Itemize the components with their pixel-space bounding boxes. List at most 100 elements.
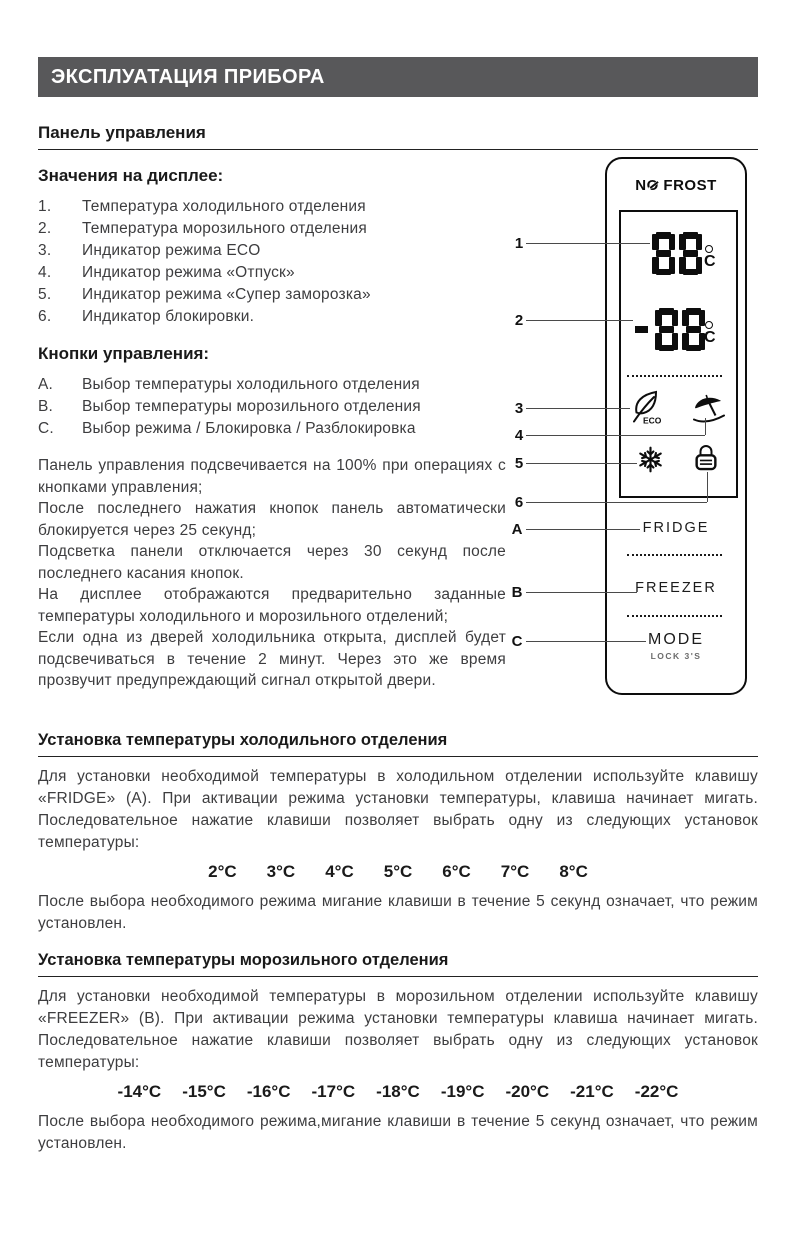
list-text: Выбор температуры холодильного отделения: [82, 376, 420, 393]
temp-option: 6°C: [442, 862, 471, 881]
list-marker: B.: [38, 398, 54, 415]
chapter-header-bar: ЭКСПЛУАТАЦИЯ ПРИБОРА: [38, 57, 758, 97]
display-values-heading: Значения на дисплее:: [38, 166, 224, 185]
callout-3: 3: [514, 400, 524, 417]
fridge-button-label: FRIDGE: [642, 520, 710, 536]
degree-ring: [705, 245, 713, 253]
callout-c: C: [511, 633, 523, 650]
super-freeze-snowflake-icon: [637, 446, 664, 478]
list-item: 1. Температура холодильного отделения: [38, 196, 506, 218]
lock-icon: [695, 443, 717, 477]
button-dotted-divider: [627, 554, 722, 556]
degree-celsius-symbol: C: [704, 245, 716, 270]
temp-option: 2°C: [208, 862, 237, 881]
temp-option: -22°C: [634, 1082, 679, 1101]
fridge-temperature-display: [652, 232, 702, 275]
list-item: C. Выбор режима / Блокировка / Разблокир…: [38, 418, 506, 440]
button-dotted-divider: [627, 615, 722, 617]
callout-line: [526, 502, 707, 503]
celsius-letter: C: [704, 253, 716, 270]
freezer-temperature-display: [635, 308, 705, 351]
display-dotted-divider: [627, 375, 722, 377]
callout-a: A: [511, 521, 523, 538]
chapter-title: ЭКСПЛУАТАЦИЯ ПРИБОРА: [51, 65, 325, 88]
panel-section-title: Панель управления: [38, 123, 758, 150]
callout-line: [526, 463, 637, 464]
callout-line-riser: [705, 418, 706, 435]
paragraph: Если одна из дверей холодильника открыта…: [38, 629, 506, 689]
paragraph: Панель управления подсвечивается на 100%…: [38, 457, 506, 496]
fridge-temp-section: Установка температуры холодильного отдел…: [38, 731, 758, 935]
vacation-umbrella-icon: [692, 394, 726, 429]
freezer-temp-section: Установка температуры морозильного отдел…: [38, 951, 758, 1155]
eco-label: ECO: [643, 416, 662, 425]
panel-paragraphs: Панель управления подсвечивается на 100%…: [38, 455, 506, 692]
fridge-section-title: Установка температуры холодильного отдел…: [38, 731, 758, 757]
callout-line: [526, 408, 630, 409]
control-buttons-heading: Кнопки управления:: [38, 344, 210, 363]
temp-option: -15°C: [182, 1082, 226, 1101]
freezer-section-title: Установка температуры морозильного отдел…: [38, 951, 758, 977]
callout-line-riser: [707, 472, 708, 502]
list-item: 2. Температура морозильного отделения: [38, 218, 506, 240]
mode-lock-sublabel: LOCK 3'S: [650, 651, 702, 661]
temp-option: -21°C: [570, 1082, 614, 1101]
page-content: ЭКСПЛУАТАЦИЯ ПРИБОРА Панель управления З…: [0, 57, 794, 1195]
brand-letter-slashed-o: O: [646, 177, 659, 194]
brand-letter: N: [635, 177, 647, 194]
temp-option: 3°C: [266, 862, 296, 881]
callout-b: B: [511, 584, 523, 601]
list-item: 5. Индикатор режима «Супер заморозка»: [38, 284, 506, 306]
temp-option: 4°C: [325, 862, 354, 881]
list-marker: 6.: [38, 308, 52, 325]
paragraph: На дисплее отображаются предварительно з…: [38, 586, 506, 625]
paragraph: После последнего нажатия кнопок панель а…: [38, 500, 506, 539]
list-text: Индикатор режима «Супер заморозка»: [82, 286, 371, 303]
paragraph: Подсветка панели отключается через 30 се…: [38, 543, 506, 582]
temp-option: 5°C: [383, 862, 413, 881]
celsius-letter: C: [704, 329, 716, 346]
callout-line: [526, 529, 640, 530]
list-marker: 1.: [38, 198, 52, 215]
freezer-section-outro: После выбора необходимого режима,мигание…: [38, 1113, 758, 1152]
list-item: 3. Индикатор режима ECO: [38, 240, 506, 262]
freezer-section-intro: Для установки необходимой температуры в …: [38, 988, 758, 1071]
list-text: Выбор температуры морозильного отделения: [82, 398, 421, 415]
degree-celsius-symbol: C: [704, 321, 716, 346]
callout-6: 6: [514, 494, 524, 511]
callout-4: 4: [514, 427, 524, 444]
manual-page: { "header": { "title": "ЭКСПЛУАТАЦИЯ ПРИ…: [0, 57, 794, 1247]
control-panel-diagram: NO FROST C C ECO: [506, 150, 758, 715]
mode-button-label: MODE: [648, 631, 704, 648]
temp-option: -20°C: [505, 1082, 550, 1101]
panel-text-column: Значения на дисплее: 1. Температура холо…: [38, 150, 506, 715]
list-item: 6. Индикатор блокировки.: [38, 306, 506, 328]
temp-option: -18°C: [376, 1082, 420, 1101]
callout-line: [526, 243, 650, 244]
lcd-display-area: [619, 210, 738, 498]
list-marker: 2.: [38, 220, 52, 237]
list-marker: C.: [38, 420, 54, 437]
callout-line: [526, 641, 646, 642]
list-marker: 3.: [38, 242, 52, 259]
callout-line: [526, 435, 705, 436]
temp-option: -17°C: [311, 1082, 356, 1101]
list-text: Температура морозильного отделения: [82, 220, 367, 237]
list-item: B. Выбор температуры морозильного отделе…: [38, 396, 506, 418]
list-marker: A.: [38, 376, 54, 393]
temp-option: -16°C: [246, 1082, 291, 1101]
temp-option: -19°C: [440, 1082, 485, 1101]
callout-line: [526, 320, 633, 321]
list-text: Температура холодильного отделения: [82, 198, 366, 215]
callout-5: 5: [514, 455, 524, 472]
freezer-temp-options: -14°C -15°C -16°C -17°C -18°C -19°C -20°…: [38, 1082, 758, 1102]
callout-2: 2: [514, 312, 524, 329]
degree-ring: [705, 321, 713, 329]
list-text: Выбор режима / Блокировка / Разблокировк…: [82, 420, 416, 437]
fridge-section-outro: После выбора необходимого режима мигание…: [38, 893, 758, 932]
list-text: Индикатор блокировки.: [82, 308, 255, 325]
list-item: A. Выбор температуры холодильного отделе…: [38, 374, 506, 396]
list-text: Индикатор режима «Отпуск»: [82, 264, 295, 281]
fridge-temp-options: 2°C 3°C 4°C 5°C 6°C 7°C 8°C: [38, 862, 758, 882]
no-frost-logo: NO FROST: [605, 177, 747, 194]
